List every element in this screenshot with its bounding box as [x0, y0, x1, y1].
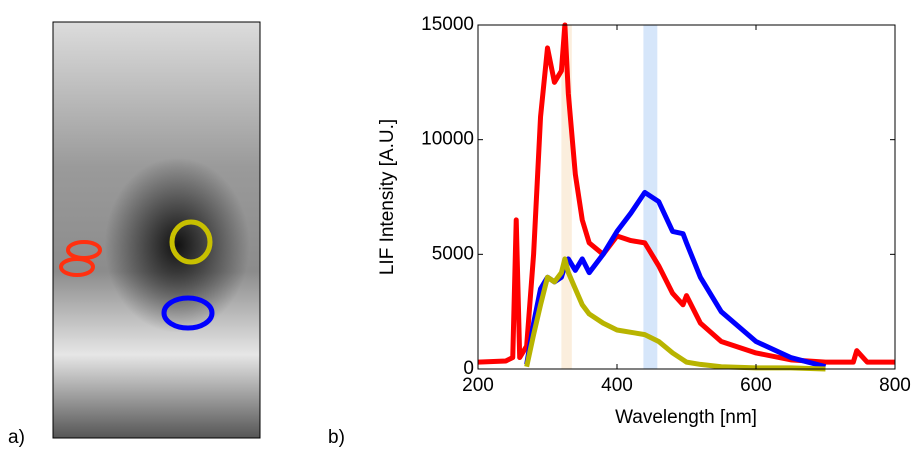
- x-tick-label: 200: [462, 375, 494, 396]
- plot-area: 0 5000 10000 15000 200 400 600 800: [421, 14, 911, 396]
- y-tick-label: 15000: [421, 14, 474, 35]
- y-tick-label: 0: [463, 358, 474, 379]
- panel-label: a): [8, 427, 25, 448]
- panel-label: b): [328, 427, 345, 448]
- highlight-band: [561, 25, 572, 369]
- x-tick-label: 800: [879, 375, 911, 396]
- x-tick-label: 600: [740, 375, 772, 396]
- micrograph: [52, 21, 261, 439]
- y-axis-label: LIF Intensity [A.U.]: [377, 119, 398, 275]
- y-tick-label: 5000: [432, 243, 474, 264]
- y-tick-label: 10000: [421, 129, 474, 150]
- x-axis-label: Wavelength [nm]: [615, 407, 757, 428]
- series-line: [524, 256, 826, 372]
- x-tick-label: 400: [601, 375, 633, 396]
- axes-frame: [477, 24, 896, 370]
